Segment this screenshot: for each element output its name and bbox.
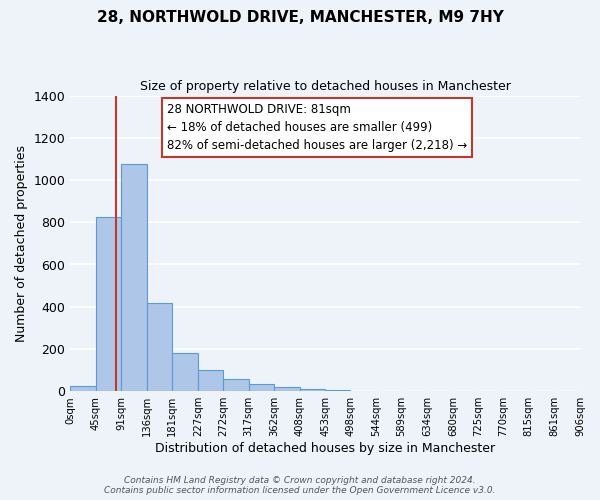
Title: Size of property relative to detached houses in Manchester: Size of property relative to detached ho… [140, 80, 511, 93]
Bar [147, 302, 172, 391]
Bar [350, 390, 376, 391]
Bar [172, 353, 198, 391]
Text: 28, NORTHWOLD DRIVE, MANCHESTER, M9 7HY: 28, NORTHWOLD DRIVE, MANCHESTER, M9 7HY [97, 10, 503, 25]
Bar [274, 387, 300, 391]
Bar [70, 386, 95, 391]
Bar [325, 390, 350, 391]
Text: Contains HM Land Registry data © Crown copyright and database right 2024.
Contai: Contains HM Land Registry data © Crown c… [104, 476, 496, 495]
Text: 28 NORTHWOLD DRIVE: 81sqm
← 18% of detached houses are smaller (499)
82% of semi: 28 NORTHWOLD DRIVE: 81sqm ← 18% of detac… [167, 103, 467, 152]
Bar [95, 217, 121, 391]
X-axis label: Distribution of detached houses by size in Manchester: Distribution of detached houses by size … [155, 442, 495, 455]
Bar [300, 389, 325, 391]
Bar [121, 164, 147, 391]
Bar [248, 384, 274, 391]
Bar [223, 379, 248, 391]
Y-axis label: Number of detached properties: Number of detached properties [15, 145, 28, 342]
Bar [198, 370, 223, 391]
